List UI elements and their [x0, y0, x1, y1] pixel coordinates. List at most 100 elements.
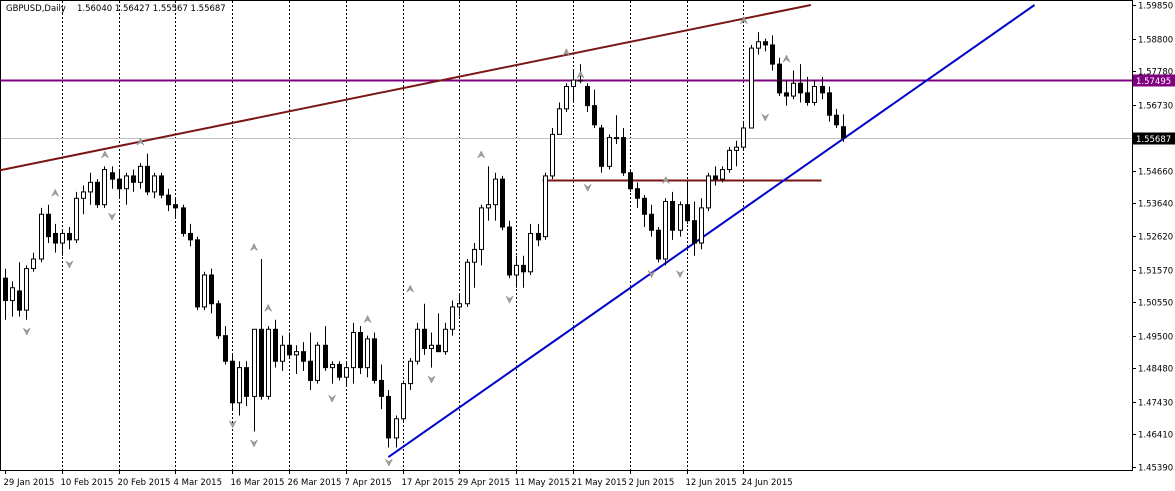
price-tick-label: 1.59850	[1138, 2, 1173, 12]
price-tick-label: 1.46410	[1138, 431, 1173, 441]
resistance-price-label: 1.57495	[1136, 77, 1171, 87]
time-axis: 29 Jan 2015 10 Feb 2015 20 Feb 2015 4 Mar 2…	[4, 470, 793, 488]
fractal-down-icon	[505, 295, 514, 304]
price-tick-label: 1.45390	[1138, 464, 1173, 474]
candle-bull	[614, 137, 619, 140]
candle-bear	[173, 204, 178, 209]
candle-bear	[46, 213, 51, 238]
current-price-label: 1.55687	[1136, 135, 1171, 145]
price-axis: 1.59850 1.58800 1.57780 1.56730 1.55687 1.546…	[1132, 2, 1175, 474]
candle-bull	[514, 264, 519, 276]
candle-bear	[642, 197, 647, 215]
fractal-down-icon	[250, 439, 258, 448]
time-tick-label: 7 Apr 2015	[345, 478, 392, 488]
candle-bear	[713, 175, 718, 180]
candle-bull	[706, 175, 711, 209]
candle-bear	[798, 82, 803, 94]
candle-bull	[493, 178, 498, 206]
fractal-down-icon	[23, 327, 31, 336]
price-tick-label: 1.53640	[1138, 200, 1173, 210]
candle-bear	[53, 232, 58, 244]
price-tick-label: 1.52620	[1138, 233, 1173, 243]
candle-bull	[443, 328, 448, 353]
candle-bear	[181, 207, 186, 234]
candle-bear	[670, 200, 675, 231]
candle-bull	[699, 207, 704, 244]
candle-bear	[358, 331, 363, 369]
fractal-up-icon	[101, 150, 109, 159]
support-trendline	[387, 4, 1036, 458]
candle-bull	[315, 344, 320, 381]
candle-bull	[280, 344, 285, 362]
candle-bear	[422, 328, 427, 349]
candle-bull	[578, 79, 583, 82]
fractal-down-icon	[647, 270, 656, 279]
candle-bear	[521, 264, 526, 273]
candle-bear	[827, 92, 832, 116]
current-price-tag	[1133, 132, 1175, 145]
candle-bull	[415, 328, 420, 362]
time-tick-label: 2 Jun 2015	[629, 478, 675, 488]
candle-bull	[450, 306, 455, 330]
candle-bull	[557, 108, 562, 135]
candle-bear	[507, 226, 512, 276]
candle-bear	[131, 175, 136, 183]
candle-bear	[3, 277, 8, 302]
fractal-down-icon	[761, 113, 769, 122]
candle-bear	[223, 335, 228, 362]
fractal-up-icon	[782, 54, 791, 63]
candle-bear	[777, 63, 782, 94]
trendlines	[0, 4, 1036, 458]
price-tick-label: 1.54660	[1138, 168, 1173, 178]
price-tick-label: 1.56730	[1138, 102, 1173, 112]
candle-bear	[585, 85, 590, 107]
candles	[3, 32, 846, 448]
candle-bear	[763, 41, 768, 46]
plot-border	[0, 0, 1133, 471]
fractal-down-icon	[583, 184, 592, 192]
horizontal-lines	[1, 79, 1132, 182]
candle-bear	[379, 379, 384, 397]
candle-bull	[152, 175, 157, 193]
candle-bear	[635, 188, 640, 199]
candle-bull	[252, 328, 257, 397]
time-tick-label: 16 Mar 2015	[231, 478, 285, 488]
candle-bear	[372, 338, 377, 381]
candle-bull	[727, 149, 732, 171]
price-tick-label: 1.49500	[1138, 333, 1173, 343]
candle-bear	[805, 92, 810, 103]
candle-bull	[479, 207, 484, 250]
candle-bull	[571, 79, 576, 87]
candle-bull	[74, 197, 79, 241]
candle-bull	[138, 165, 143, 183]
candle-bull	[401, 383, 406, 420]
candle-bull	[102, 169, 107, 206]
candle-bear	[230, 360, 235, 404]
candle-bear	[301, 351, 306, 362]
candle-bull	[88, 181, 93, 193]
resistance-price-tag	[1133, 74, 1175, 87]
candle-bull	[812, 85, 817, 103]
price-tick-label: 1.50550	[1138, 299, 1173, 309]
candle-bear	[159, 175, 164, 196]
candle-bear	[273, 328, 278, 362]
candle-bull	[60, 232, 65, 244]
fractal-up-icon	[250, 243, 258, 251]
time-tick-label: 11 May 2015	[515, 478, 570, 488]
price-tick-label: 1.47430	[1138, 399, 1173, 409]
candle-bear	[628, 172, 633, 190]
candle-bear	[287, 344, 292, 356]
candle-bull	[39, 213, 44, 260]
candle-bull	[465, 261, 470, 305]
candle-bear	[216, 303, 221, 337]
time-tick-label: 20 Feb 2015	[118, 478, 171, 488]
candle-bear	[145, 165, 150, 193]
candle-bull	[237, 367, 242, 404]
fractal-up-icon	[406, 284, 414, 293]
candle-bull	[294, 351, 299, 356]
candle-bull	[10, 287, 15, 302]
time-tick-label: 24 Jun 2015	[742, 478, 793, 488]
candle-bear	[436, 344, 441, 353]
